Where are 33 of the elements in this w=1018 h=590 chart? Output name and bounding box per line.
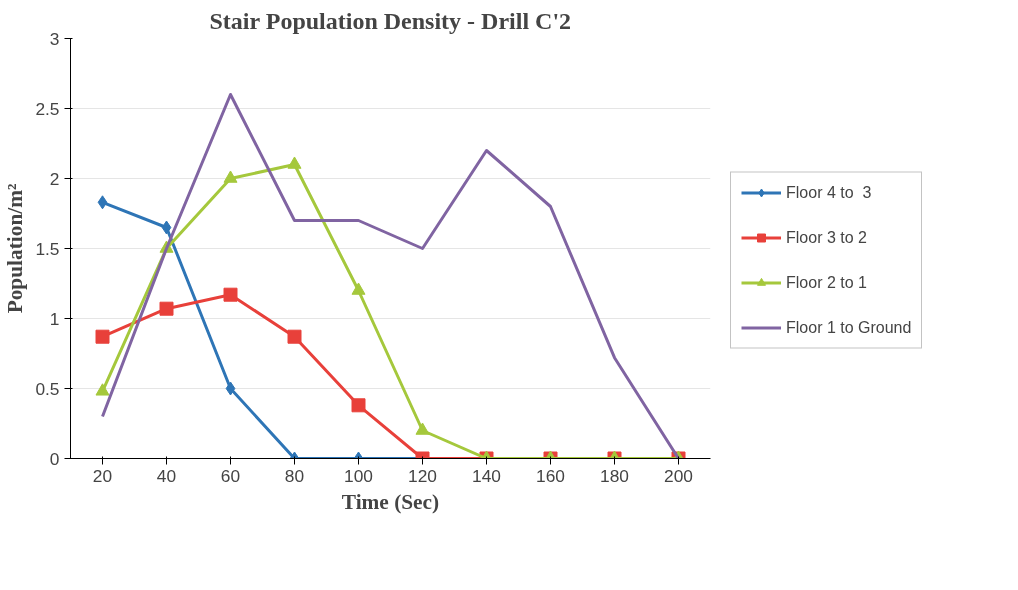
point [95, 329, 110, 344]
chart-title: Stair Population Density - Drill C'2 [209, 7, 572, 34]
x-tick-label: 120 [408, 465, 437, 486]
x-tick-label: 140 [472, 465, 501, 486]
x-tick-label: 60 [220, 465, 241, 486]
legend-label: Floor 2 to 1 [786, 273, 868, 292]
y-tick-label: 1 [49, 308, 60, 329]
point [161, 220, 172, 235]
y-axis-title: Population/m² [3, 183, 28, 314]
x-tick-label: 100 [344, 465, 373, 486]
x-tick-label: 180 [600, 465, 629, 486]
x-tick-label: 160 [536, 465, 565, 486]
legend-label: Floor 4 to 3 [786, 183, 873, 202]
legend-label: Floor 1 to Ground [786, 318, 912, 337]
y-tick-label: 3 [49, 28, 60, 49]
y-tick-label: 0 [49, 448, 60, 469]
point [351, 282, 366, 295]
point [415, 422, 430, 435]
y-tick-label: 2 [49, 168, 60, 189]
point [97, 195, 108, 210]
point [287, 329, 302, 344]
x-tick-label: 200 [664, 465, 693, 486]
y-tick-label: 2.5 [35, 98, 60, 119]
legend-label: Floor 3 to 2 [786, 228, 868, 247]
x-tick-label: 80 [284, 465, 305, 486]
y-tick-label: 1.5 [35, 238, 60, 259]
x-tick-label: 40 [156, 465, 177, 486]
point [223, 287, 238, 302]
x-axis-title: Time (Sec) [341, 489, 440, 514]
point [95, 383, 110, 396]
x-tick-label: 20 [92, 465, 113, 486]
point [159, 301, 174, 316]
y-tick-label: 0.5 [35, 378, 60, 399]
